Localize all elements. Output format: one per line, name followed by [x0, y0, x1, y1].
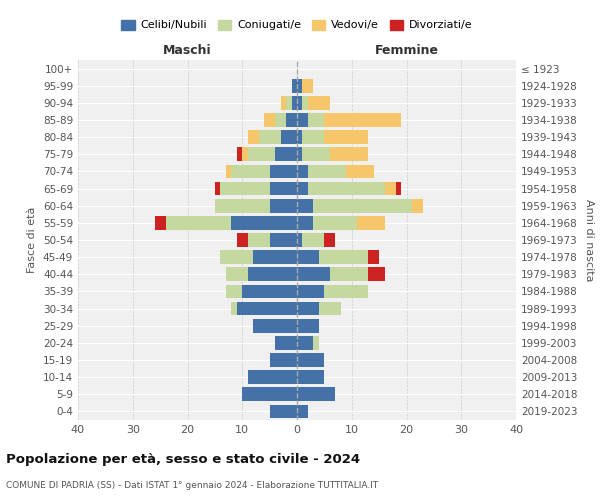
Bar — [259, 130, 281, 144]
Bar — [308, 113, 325, 127]
Bar — [330, 148, 368, 161]
Bar — [269, 164, 297, 178]
Bar — [220, 182, 269, 196]
Bar — [237, 302, 297, 316]
Bar — [297, 284, 325, 298]
Bar — [297, 96, 302, 110]
Bar — [286, 96, 292, 110]
Bar — [253, 250, 297, 264]
Bar — [269, 182, 297, 196]
Bar — [215, 182, 220, 196]
Bar — [297, 353, 325, 367]
Bar — [308, 182, 385, 196]
Bar — [269, 199, 297, 212]
Bar — [248, 370, 297, 384]
Bar — [313, 199, 412, 212]
Bar — [325, 130, 368, 144]
Bar — [253, 319, 297, 332]
Bar — [325, 284, 368, 298]
Bar — [297, 199, 313, 212]
Bar — [297, 148, 302, 161]
Bar — [269, 233, 297, 247]
Bar — [248, 268, 297, 281]
Bar — [308, 164, 346, 178]
Bar — [313, 216, 357, 230]
Bar — [325, 233, 335, 247]
Bar — [281, 96, 286, 110]
Bar — [330, 268, 368, 281]
Bar — [226, 284, 242, 298]
Bar — [325, 113, 401, 127]
Bar — [297, 302, 319, 316]
Bar — [297, 216, 313, 230]
Bar — [346, 164, 374, 178]
Bar — [297, 250, 319, 264]
Bar — [297, 233, 302, 247]
Bar — [297, 388, 335, 401]
Bar — [292, 79, 297, 92]
Bar — [292, 96, 297, 110]
Bar — [215, 199, 269, 212]
Bar — [297, 336, 313, 349]
Bar — [357, 216, 385, 230]
Bar — [385, 182, 395, 196]
Bar — [297, 79, 302, 92]
Bar — [395, 182, 401, 196]
Bar — [302, 130, 325, 144]
Bar — [248, 233, 269, 247]
Bar — [319, 302, 341, 316]
Bar — [412, 199, 423, 212]
Bar — [297, 113, 308, 127]
Bar — [166, 216, 232, 230]
Y-axis label: Fasce di età: Fasce di età — [28, 207, 37, 273]
Text: Maschi: Maschi — [163, 44, 212, 58]
Bar — [275, 148, 297, 161]
Bar — [302, 96, 308, 110]
Bar — [155, 216, 166, 230]
Bar — [297, 319, 319, 332]
Bar — [308, 96, 330, 110]
Bar — [242, 284, 297, 298]
Bar — [226, 268, 248, 281]
Bar — [248, 148, 275, 161]
Bar — [264, 113, 275, 127]
Text: COMUNE DI PADRIA (SS) - Dati ISTAT 1° gennaio 2024 - Elaborazione TUTTITALIA.IT: COMUNE DI PADRIA (SS) - Dati ISTAT 1° ge… — [6, 481, 378, 490]
Bar — [302, 233, 325, 247]
Bar — [297, 370, 325, 384]
Y-axis label: Anni di nascita: Anni di nascita — [584, 198, 594, 281]
Text: Popolazione per età, sesso e stato civile - 2024: Popolazione per età, sesso e stato civil… — [6, 452, 360, 466]
Bar — [275, 113, 286, 127]
Bar — [232, 216, 297, 230]
Bar — [286, 113, 297, 127]
Bar — [368, 250, 379, 264]
Bar — [297, 130, 302, 144]
Bar — [232, 164, 269, 178]
Bar — [269, 404, 297, 418]
Bar — [302, 79, 313, 92]
Bar — [232, 302, 237, 316]
Bar — [275, 336, 297, 349]
Bar — [297, 404, 308, 418]
Bar — [319, 250, 368, 264]
Bar — [248, 130, 259, 144]
Bar — [368, 268, 385, 281]
Bar — [269, 353, 297, 367]
Bar — [297, 268, 330, 281]
Bar — [302, 148, 330, 161]
Text: Femmine: Femmine — [374, 44, 439, 58]
Bar — [220, 250, 253, 264]
Bar — [237, 233, 248, 247]
Bar — [242, 148, 248, 161]
Bar — [226, 164, 232, 178]
Bar — [237, 148, 242, 161]
Bar — [281, 130, 297, 144]
Bar — [242, 388, 297, 401]
Bar — [297, 182, 308, 196]
Bar — [297, 164, 308, 178]
Bar — [313, 336, 319, 349]
Legend: Celibi/Nubili, Coniugati/e, Vedovi/e, Divorziati/e: Celibi/Nubili, Coniugati/e, Vedovi/e, Di… — [117, 15, 477, 35]
